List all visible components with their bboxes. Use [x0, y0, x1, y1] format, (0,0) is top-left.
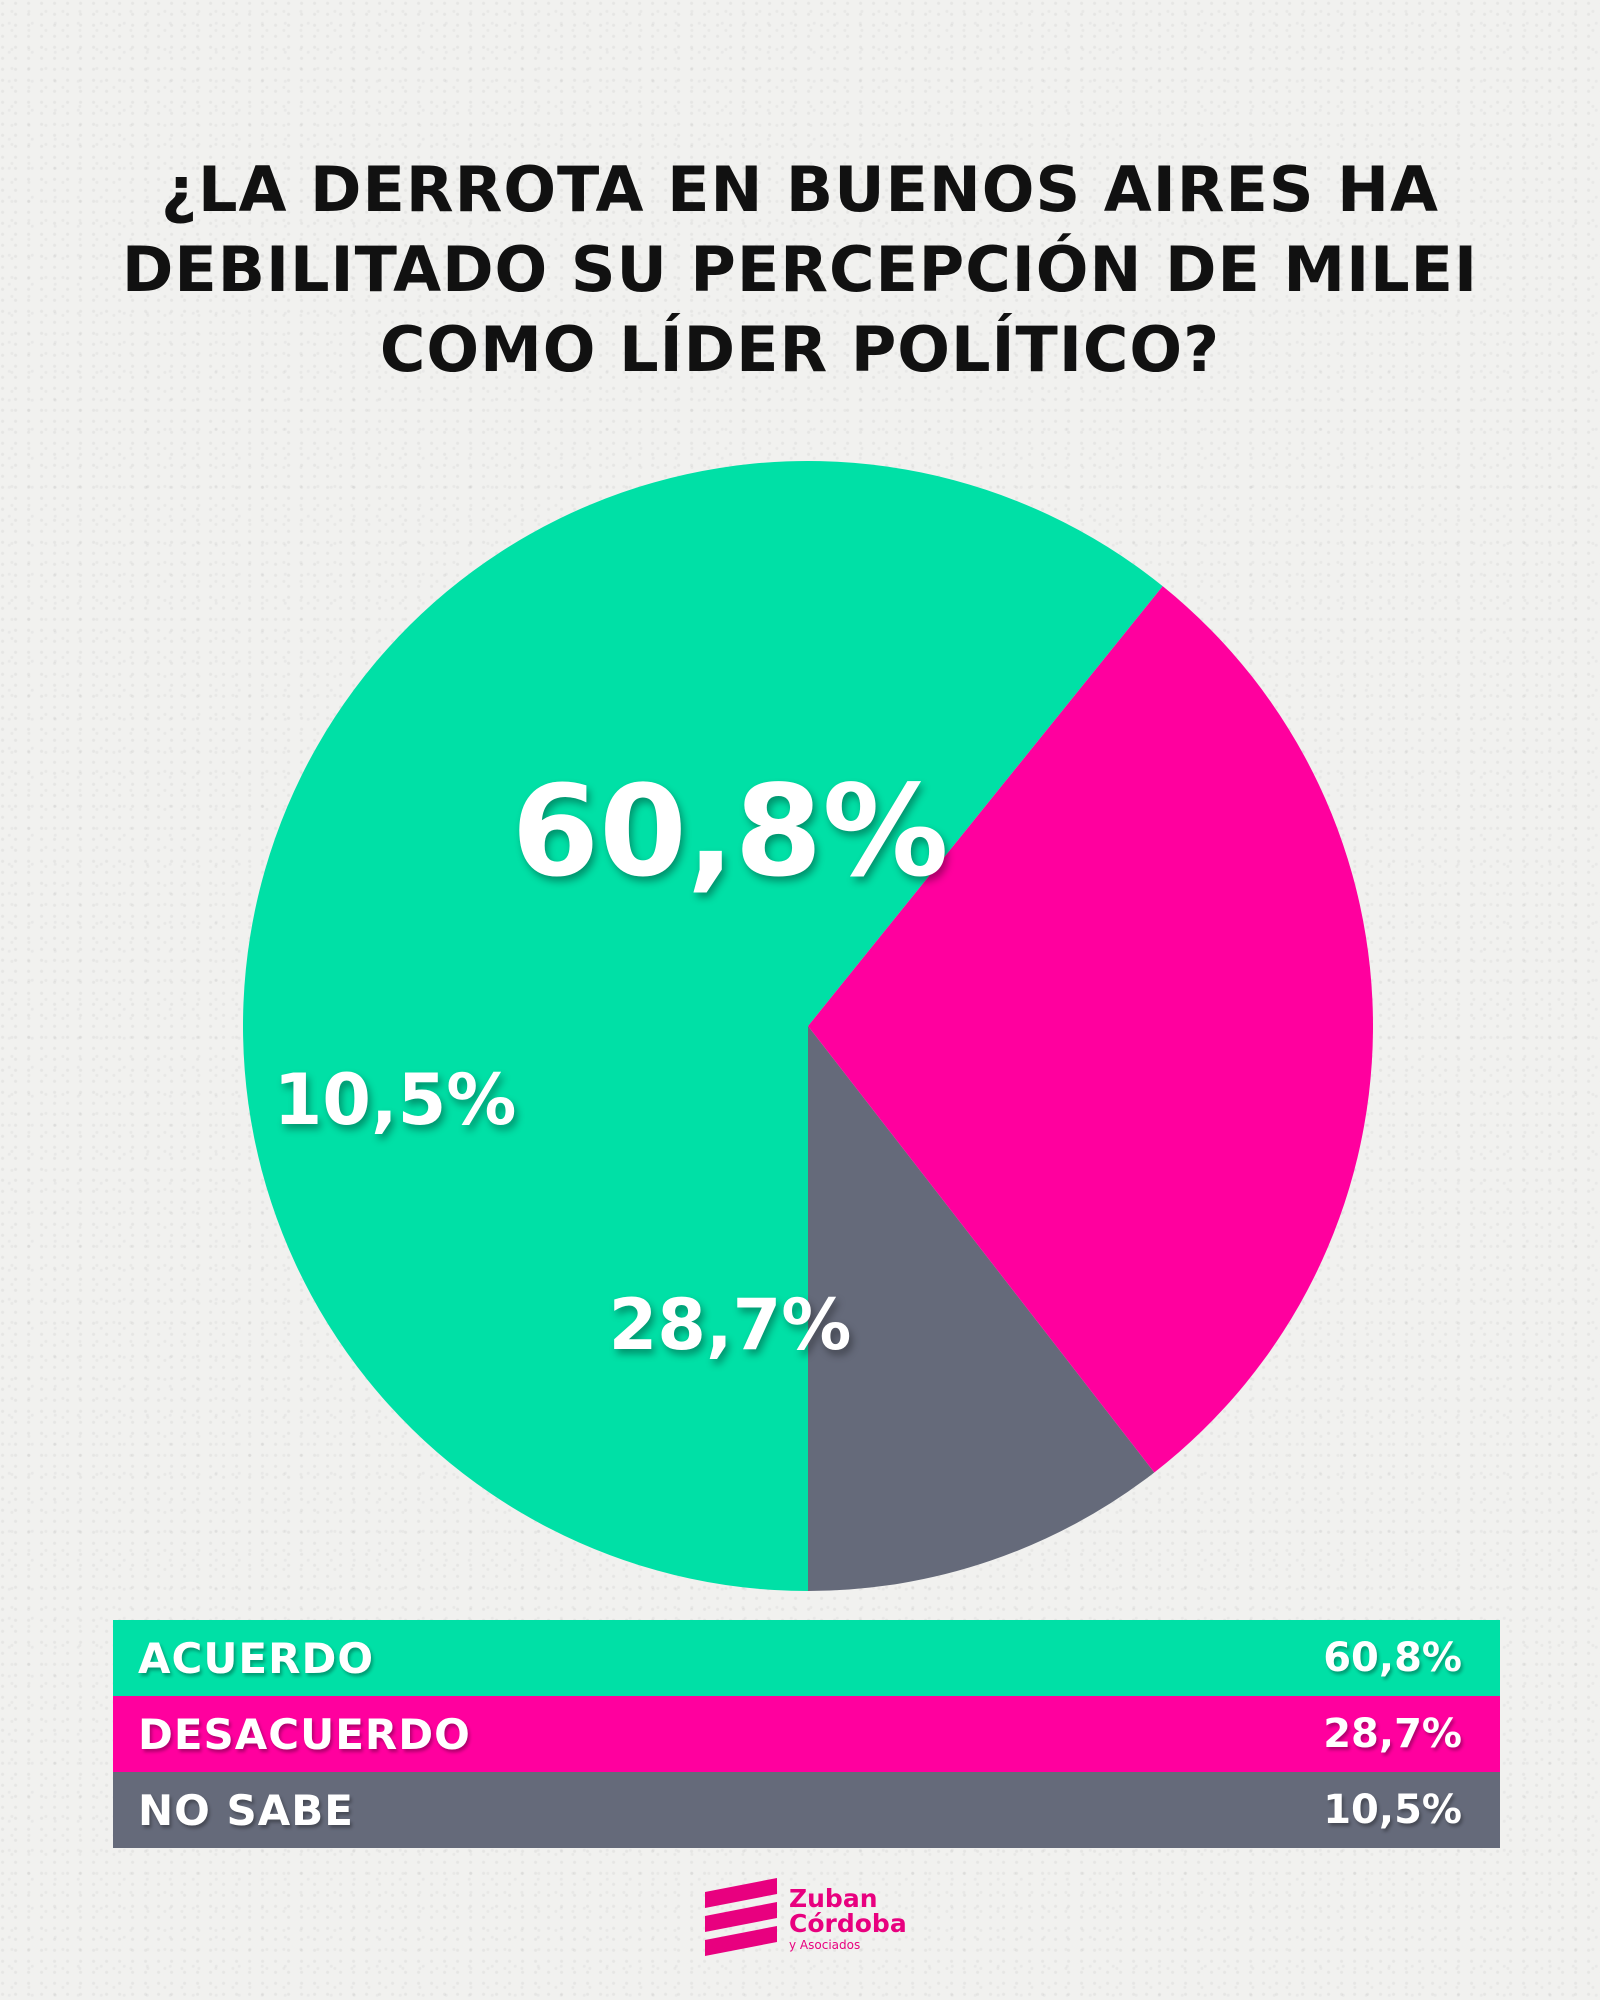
legend-table: ACUERDO 60,8% DESACUERDO 28,7% NO SABE 1… — [113, 1620, 1500, 1848]
chart-title: ¿LA DERROTA EN BUENOS AIRES HA DEBILITAD… — [100, 150, 1500, 390]
title-line: ¿LA DERROTA EN BUENOS AIRES HA — [161, 153, 1439, 226]
legend-label: ACUERDO — [138, 1633, 375, 1683]
title-line: COMO LÍDER POLÍTICO? — [379, 313, 1221, 386]
pie-slice-acuerdo — [242, 461, 1163, 1591]
legend-label: DESACUERDO — [138, 1709, 471, 1759]
pie-slice-desacuerdo — [808, 586, 1374, 1473]
legend-row-desacuerdo: DESACUERDO 28,7% — [113, 1696, 1500, 1772]
logo-stripes-icon — [705, 1878, 777, 1956]
pie-data-label: 10,5% — [274, 1059, 517, 1141]
legend-value: 10,5% — [1323, 1787, 1462, 1833]
pie-data-label: 28,7% — [609, 1284, 852, 1366]
zuban-cordoba-logo: Zuban Córdoba y Asociados — [705, 1878, 907, 1958]
legend-row-acuerdo: ACUERDO 60,8% — [113, 1620, 1500, 1696]
legend-label: NO SABE — [138, 1785, 354, 1835]
pie-slice-no-sabe — [808, 1026, 1155, 1591]
logo-wordmark: Zuban Córdoba y Asociados — [789, 1883, 907, 1952]
title-line: DEBILITADO SU PERCEPCIÓN DE MILEI — [121, 233, 1479, 306]
pie-data-label: 60,8% — [511, 758, 948, 905]
legend-value: 28,7% — [1323, 1711, 1462, 1757]
legend-value: 60,8% — [1323, 1635, 1462, 1681]
legend-row-no-sabe: NO SABE 10,5% — [113, 1772, 1500, 1848]
